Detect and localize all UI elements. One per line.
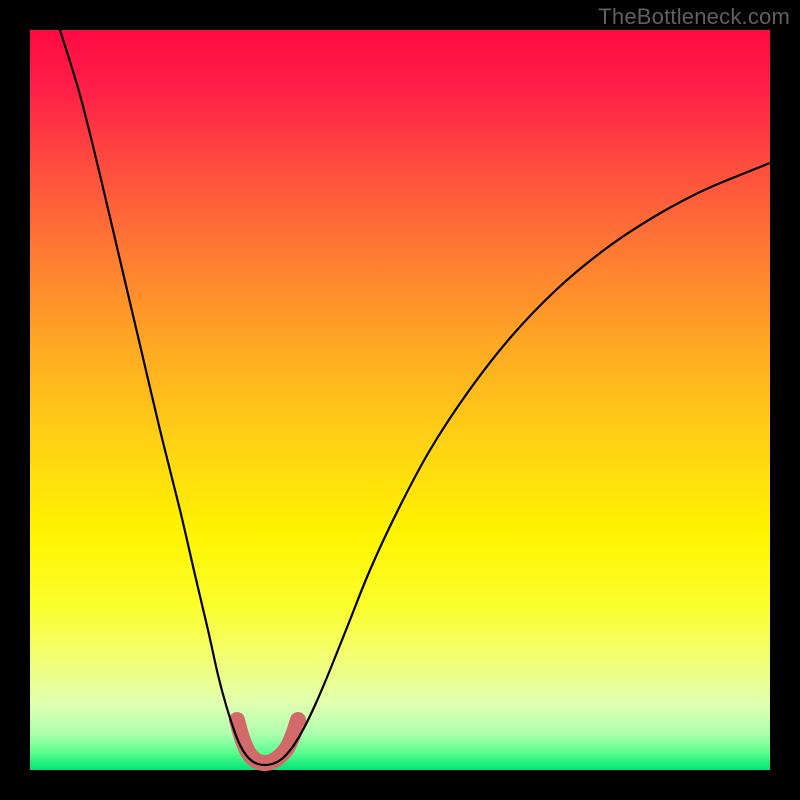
chart-frame: TheBottleneck.com [0, 0, 800, 800]
watermark-text: TheBottleneck.com [598, 4, 790, 30]
bottleneck-chart [0, 0, 800, 800]
plot-background [30, 30, 770, 770]
